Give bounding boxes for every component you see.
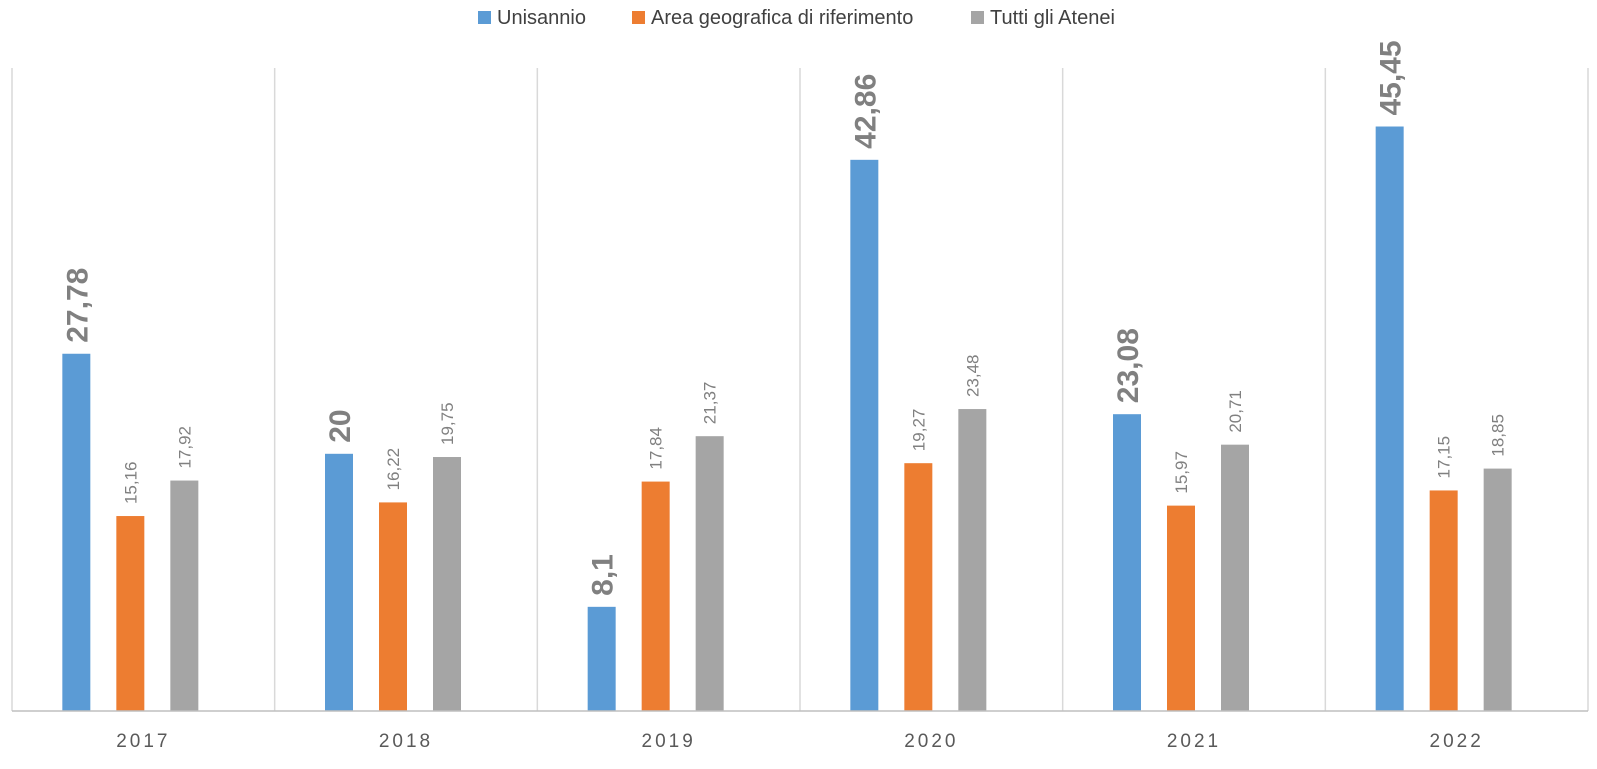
legend-swatch-unisannio <box>478 11 491 24</box>
data-label-area-geografica-di-riferimento-2020: 19,27 <box>909 409 928 452</box>
bar-unisannio-2022 <box>1375 126 1404 711</box>
bar-unisannio-2019 <box>587 606 616 711</box>
bar-tutti-gli-atenei-2021 <box>1221 444 1249 711</box>
x-tick-label-2019: 2019 <box>642 731 696 752</box>
data-label-area-geografica-di-riferimento-2019: 17,84 <box>647 427 666 470</box>
data-label-unisannio-2017: 27,78 <box>61 268 94 343</box>
x-tick-label-2022: 2022 <box>1430 731 1484 752</box>
data-label-unisannio-2020: 42,86 <box>849 74 882 149</box>
legend-label-tutti-gli-atenei: Tutti gli Atenei <box>990 7 1115 29</box>
data-label-tutti-gli-atenei-2020: 23,48 <box>963 355 982 398</box>
bar-area-geografica-di-riferimento-2018 <box>379 502 407 711</box>
bar-unisannio-2021 <box>1113 414 1141 711</box>
data-label-area-geografica-di-riferimento-2017: 15,16 <box>121 461 140 504</box>
bar-area-geografica-di-riferimento-2017 <box>116 516 145 711</box>
bar-tutti-gli-atenei-2022 <box>1483 468 1512 711</box>
legend-label-area-geografica-di-riferimento: Area geografica di riferimento <box>651 7 913 29</box>
data-label-unisannio-2022: 45,45 <box>1375 40 1408 115</box>
data-label-area-geografica-di-riferimento-2022: 17,15 <box>1435 436 1454 479</box>
bar-unisannio-2020 <box>850 159 879 711</box>
data-label-unisannio-2019: 8,1 <box>587 554 620 596</box>
x-tick-label-2017: 2017 <box>116 731 170 752</box>
data-label-tutti-gli-atenei-2022: 18,85 <box>1489 414 1508 457</box>
bar-area-geografica-di-riferimento-2022 <box>1429 490 1458 711</box>
data-label-unisannio-2018: 20 <box>324 409 357 442</box>
bar-unisannio-2018 <box>325 453 353 711</box>
legend-swatch-tutti-gli-atenei <box>971 11 984 24</box>
data-label-tutti-gli-atenei-2018: 19,75 <box>438 402 457 445</box>
data-label-area-geografica-di-riferimento-2018: 16,22 <box>384 448 403 491</box>
bar-tutti-gli-atenei-2018 <box>433 457 461 711</box>
bar-tutti-gli-atenei-2020 <box>958 409 987 711</box>
x-tick-label-2021: 2021 <box>1167 731 1221 752</box>
x-tick-label-2018: 2018 <box>379 731 433 752</box>
data-label-tutti-gli-atenei-2019: 21,37 <box>701 382 720 425</box>
data-label-unisannio-2021: 23,08 <box>1112 328 1145 403</box>
data-label-area-geografica-di-riferimento-2021: 15,97 <box>1172 451 1191 494</box>
legend-swatch-area-geografica-di-riferimento <box>632 11 645 24</box>
legend-label-unisannio: Unisannio <box>497 7 586 29</box>
data-label-tutti-gli-atenei-2017: 17,92 <box>175 426 194 469</box>
bar-tutti-gli-atenei-2019 <box>695 436 724 711</box>
bar-area-geografica-di-riferimento-2019 <box>641 481 670 711</box>
bar-unisannio-2017 <box>62 353 91 711</box>
bar-tutti-gli-atenei-2017 <box>170 480 199 711</box>
x-tick-label-2020: 2020 <box>904 731 958 752</box>
bar-area-geografica-di-riferimento-2020 <box>904 463 933 711</box>
data-label-tutti-gli-atenei-2021: 20,71 <box>1226 390 1245 433</box>
bar-area-geografica-di-riferimento-2021 <box>1167 505 1195 711</box>
